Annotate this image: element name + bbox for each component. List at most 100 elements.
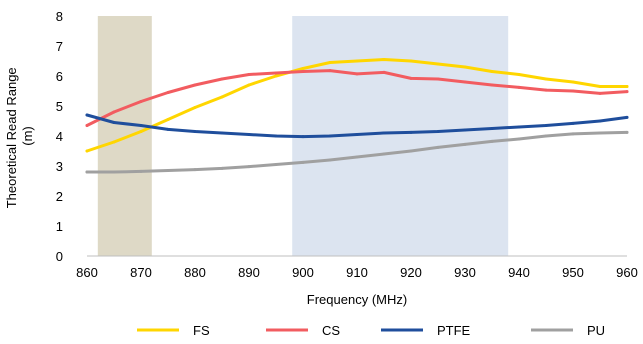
legend-label-cs: CS bbox=[322, 323, 340, 338]
data-point-ptfe bbox=[598, 119, 602, 123]
data-point-cs bbox=[355, 72, 359, 76]
x-tick-label: 870 bbox=[130, 265, 152, 280]
data-point-ptfe bbox=[139, 124, 143, 127]
data-point-pu bbox=[463, 142, 467, 146]
x-tick-label: 930 bbox=[454, 265, 476, 280]
data-point-fs bbox=[274, 74, 278, 78]
data-point-fs bbox=[598, 85, 602, 88]
data-point-pu bbox=[571, 132, 575, 136]
data-point-cs bbox=[301, 70, 305, 73]
data-point-fs bbox=[382, 58, 386, 61]
legend: FS CS PTFE PU bbox=[137, 323, 605, 338]
legend-label-pu: PU bbox=[587, 323, 605, 338]
data-point-cs bbox=[382, 70, 386, 74]
x-tick-label: 950 bbox=[562, 265, 584, 280]
data-point-ptfe bbox=[625, 115, 629, 119]
data-point-fs bbox=[166, 118, 170, 121]
data-point-cs bbox=[85, 124, 89, 127]
data-point-ptfe bbox=[247, 133, 251, 136]
y-tick-label: 1 bbox=[56, 219, 63, 234]
data-point-pu bbox=[85, 170, 89, 174]
data-point-pu bbox=[382, 152, 386, 156]
data-point-pu bbox=[544, 134, 548, 138]
data-point-fs bbox=[409, 59, 413, 63]
data-point-ptfe bbox=[166, 127, 170, 131]
x-tick-label: 920 bbox=[400, 265, 422, 280]
data-point-cs bbox=[625, 90, 629, 94]
data-point-cs bbox=[328, 69, 332, 73]
data-point-cs bbox=[436, 77, 440, 81]
data-point-fs bbox=[544, 77, 548, 81]
data-point-cs bbox=[409, 76, 413, 80]
data-point-fs bbox=[301, 67, 305, 70]
data-point-ptfe bbox=[382, 131, 386, 135]
data-point-pu bbox=[139, 169, 143, 173]
data-point-ptfe bbox=[571, 121, 575, 125]
y-axis-title: Theoretical Read Range (m) bbox=[4, 64, 35, 209]
data-point-pu bbox=[436, 145, 440, 149]
x-tick-label: 900 bbox=[292, 265, 314, 280]
data-point-ptfe bbox=[463, 128, 467, 132]
data-point-ptfe bbox=[409, 130, 413, 134]
data-point-pu bbox=[274, 163, 278, 166]
x-tick-label: 890 bbox=[238, 265, 260, 280]
data-point-fs bbox=[490, 70, 494, 73]
y-axis-title-line-1: Theoretical Read Range bbox=[4, 67, 19, 208]
data-point-pu bbox=[517, 137, 521, 141]
x-tick-label: 880 bbox=[184, 265, 206, 280]
y-tick-label: 0 bbox=[56, 249, 63, 264]
data-point-cs bbox=[112, 110, 116, 114]
data-point-cs bbox=[274, 71, 278, 75]
data-point-fs bbox=[571, 80, 575, 84]
data-point-ptfe bbox=[85, 113, 89, 117]
data-point-ptfe bbox=[112, 121, 116, 124]
data-point-fs bbox=[463, 65, 467, 69]
data-point-fs bbox=[85, 149, 89, 153]
data-point-ptfe bbox=[274, 134, 278, 138]
data-point-ptfe bbox=[490, 127, 494, 130]
y-tick-label: 6 bbox=[56, 69, 63, 84]
data-point-pu bbox=[625, 130, 629, 134]
data-point-ptfe bbox=[220, 131, 224, 135]
data-point-fs bbox=[247, 83, 251, 87]
data-point-pu bbox=[598, 131, 602, 135]
data-point-cs bbox=[166, 91, 170, 94]
y-tick-label: 5 bbox=[56, 99, 63, 114]
x-tick-label: 910 bbox=[346, 265, 368, 280]
data-point-fs bbox=[436, 62, 440, 66]
y-axis-title-line-2: (m) bbox=[20, 126, 35, 146]
data-point-pu bbox=[409, 149, 413, 153]
data-point-cs bbox=[598, 91, 602, 95]
data-point-fs bbox=[328, 61, 332, 64]
data-point-pu bbox=[166, 169, 170, 172]
data-point-pu bbox=[490, 139, 494, 143]
data-point-pu bbox=[220, 166, 224, 170]
data-point-cs bbox=[571, 89, 575, 93]
x-tick-labels: 860 870 880 890 900 910 920 930 940 950 960 bbox=[76, 265, 638, 280]
series-lines bbox=[85, 58, 629, 174]
data-point-ptfe bbox=[517, 125, 521, 129]
data-point-cs bbox=[463, 80, 467, 84]
data-point-pu bbox=[301, 160, 305, 164]
x-tick-label: 960 bbox=[616, 265, 638, 280]
data-point-pu bbox=[355, 155, 359, 159]
y-tick-label: 4 bbox=[56, 129, 63, 144]
x-tick-label: 860 bbox=[76, 265, 98, 280]
data-point-cs bbox=[517, 85, 521, 89]
data-point-cs bbox=[193, 83, 197, 87]
shaded-band-1 bbox=[97, 16, 152, 256]
y-tick-label: 2 bbox=[56, 189, 63, 204]
data-point-fs bbox=[220, 95, 224, 99]
data-point-pu bbox=[328, 158, 332, 162]
data-point-fs bbox=[139, 130, 143, 133]
data-point-pu bbox=[112, 170, 116, 174]
data-point-fs bbox=[355, 59, 359, 63]
data-point-fs bbox=[193, 106, 197, 109]
data-point-ptfe bbox=[328, 134, 332, 138]
data-point-fs bbox=[112, 140, 116, 144]
legend-label-fs: FS bbox=[193, 323, 210, 338]
y-tick-label: 7 bbox=[56, 39, 63, 54]
data-point-ptfe bbox=[544, 124, 548, 127]
data-point-cs bbox=[220, 77, 224, 81]
